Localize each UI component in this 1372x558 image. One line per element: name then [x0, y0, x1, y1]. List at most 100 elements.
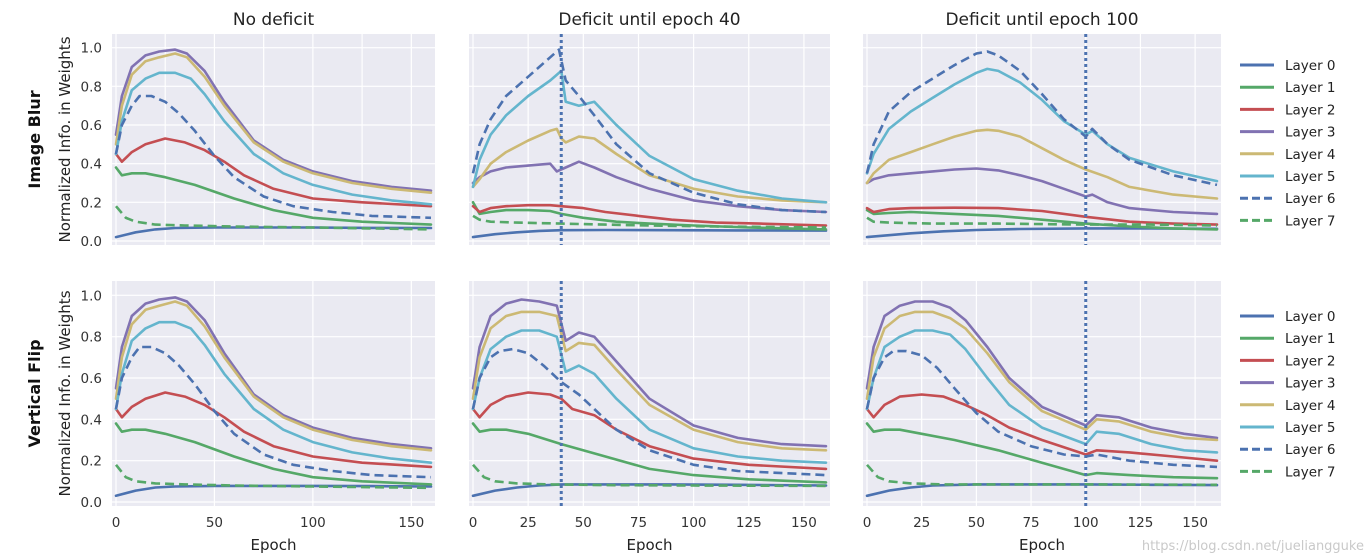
y-tick-label: 0.0	[81, 234, 102, 250]
legend-label: Layer 0	[1285, 309, 1336, 325]
series-line-layer-0	[865, 227, 1219, 239]
series-line-layer-6	[471, 347, 827, 477]
series-line-layer-7	[114, 463, 432, 490]
series-line-layer-2	[114, 391, 433, 469]
row-label: Vertical Flip	[25, 339, 44, 447]
y-tick-label: 0.2	[81, 454, 102, 470]
series-line-layer-2	[865, 206, 1219, 226]
x-axis-label: Epoch	[1019, 536, 1065, 554]
series-line-layer-2	[471, 391, 828, 471]
x-tick-label: 25	[913, 515, 930, 531]
series-line-layer-6	[471, 48, 827, 214]
series-line-layer-0	[471, 483, 828, 498]
series-line-layer-2	[471, 203, 828, 227]
x-axis-label: Epoch	[251, 536, 297, 554]
panel-2: Deficit until epoch 100	[863, 10, 1221, 245]
legend-label: Layer 6	[1285, 442, 1336, 458]
series-line-layer-4	[865, 128, 1219, 200]
series-line-layer-4	[471, 127, 828, 204]
series-line-layer-6	[865, 50, 1218, 187]
series-line-layer-1	[114, 422, 433, 486]
series-line-layer-7	[472, 463, 827, 488]
legend-label: Layer 1	[1285, 331, 1336, 347]
x-tick-label: 100	[681, 515, 707, 531]
series-line-layer-6	[865, 349, 1218, 469]
series-line-layer-3	[114, 296, 433, 450]
x-axis-label: Epoch	[627, 536, 673, 554]
legend-0: Layer 0 Layer 1 Layer 2 Layer 3 Layer 4 Layer…	[1240, 58, 1336, 229]
series-line-layer-5	[865, 329, 1219, 454]
legend-label: Layer 4	[1285, 147, 1336, 163]
y-tick-label: 0.2	[81, 195, 102, 211]
series-line-layer-3	[114, 48, 433, 192]
y-tick-label: 0.0	[81, 495, 102, 511]
y-tick-label: 1.0	[81, 41, 102, 57]
legend-label: Layer 7	[1285, 213, 1336, 229]
legend-label: Layer 7	[1285, 464, 1336, 480]
series-line-layer-4	[114, 52, 433, 194]
x-tick-label: 75	[1022, 515, 1039, 531]
series-line-layer-2	[865, 393, 1219, 462]
legend-label: Layer 4	[1285, 398, 1336, 414]
x-tick-label: 50	[575, 515, 592, 531]
series-line-layer-3	[471, 298, 828, 448]
x-tick-label: 75	[630, 515, 647, 531]
series-line-layer-3	[471, 160, 828, 214]
x-tick-label: 100	[300, 515, 326, 531]
series-line-layer-1	[471, 201, 828, 231]
x-tick-label: 125	[1128, 515, 1154, 531]
series-line-layer-3	[865, 300, 1219, 440]
legend-1: Layer 0 Layer 1 Layer 2 Layer 3 Layer 4 Layer…	[1240, 309, 1336, 480]
legend-label: Layer 0	[1285, 58, 1336, 74]
x-tick-label: 0	[469, 515, 478, 531]
series-line-layer-4	[471, 310, 828, 452]
legend-label: Layer 1	[1285, 80, 1336, 96]
row-label: Image Blur	[25, 90, 44, 188]
series-line-layer-3	[865, 167, 1219, 216]
panel-3: 0.0 0.2 0.4 0.6 0.8 1.0 0 50 100 150 Epoch Normaliz…	[25, 281, 435, 554]
y-tick-label: 0.4	[81, 412, 102, 428]
plot-area	[469, 34, 830, 245]
x-tick-label: 50	[968, 515, 985, 531]
series-line-layer-5	[114, 320, 433, 464]
series-line-layer-4	[865, 310, 1219, 442]
panel-1: Deficit until epoch 40	[469, 10, 830, 245]
y-tick-label: 1.0	[81, 288, 102, 304]
series-line-layer-7	[115, 205, 432, 231]
series-line-layer-1	[865, 422, 1219, 480]
series-line-layer-5	[471, 329, 828, 464]
y-tick-label: 0.6	[81, 371, 102, 387]
x-tick-label: 150	[1182, 515, 1208, 531]
series-line-layer-0	[471, 228, 828, 239]
panel-title: Deficit until epoch 40	[558, 10, 740, 30]
panel-0: 0.0 0.2 0.4 0.6 0.8 1.0 No deficit Normalized I…	[25, 10, 435, 250]
legend-label: Layer 3	[1285, 125, 1336, 141]
panel-5: 0 25 50 75 100 125 150 Epoch	[863, 281, 1221, 554]
y-tick-label: 0.4	[81, 157, 102, 173]
series-line-layer-5	[114, 71, 433, 206]
series-line-layer-7	[866, 216, 1218, 227]
series-line-layer-1	[114, 166, 433, 226]
series-line-layer-6	[114, 345, 432, 479]
legend-label: Layer 2	[1285, 353, 1336, 369]
y-tick-label: 0.6	[81, 118, 102, 134]
series-line-layer-7	[472, 214, 827, 229]
panel-title: No deficit	[233, 10, 315, 30]
panel-title: Deficit until epoch 100	[945, 10, 1138, 30]
x-tick-label: 50	[206, 515, 223, 531]
series-line-layer-1	[865, 208, 1219, 231]
legend-label: Layer 5	[1285, 169, 1336, 185]
legend-label: Layer 5	[1285, 420, 1336, 436]
y-tick-label: 0.8	[81, 79, 102, 95]
plot-area	[863, 281, 1221, 506]
y-tick-label: 0.8	[81, 330, 102, 346]
series-line-layer-5	[471, 69, 828, 204]
x-tick-label: 100	[1073, 515, 1099, 531]
x-tick-label: 150	[791, 515, 817, 531]
x-tick-label: 0	[112, 515, 121, 531]
y-axis-label: Normalized Info. in Weights	[56, 36, 74, 242]
x-tick-label: 25	[520, 515, 537, 531]
series-line-layer-4	[114, 300, 433, 452]
series-line-layer-2	[114, 137, 433, 208]
